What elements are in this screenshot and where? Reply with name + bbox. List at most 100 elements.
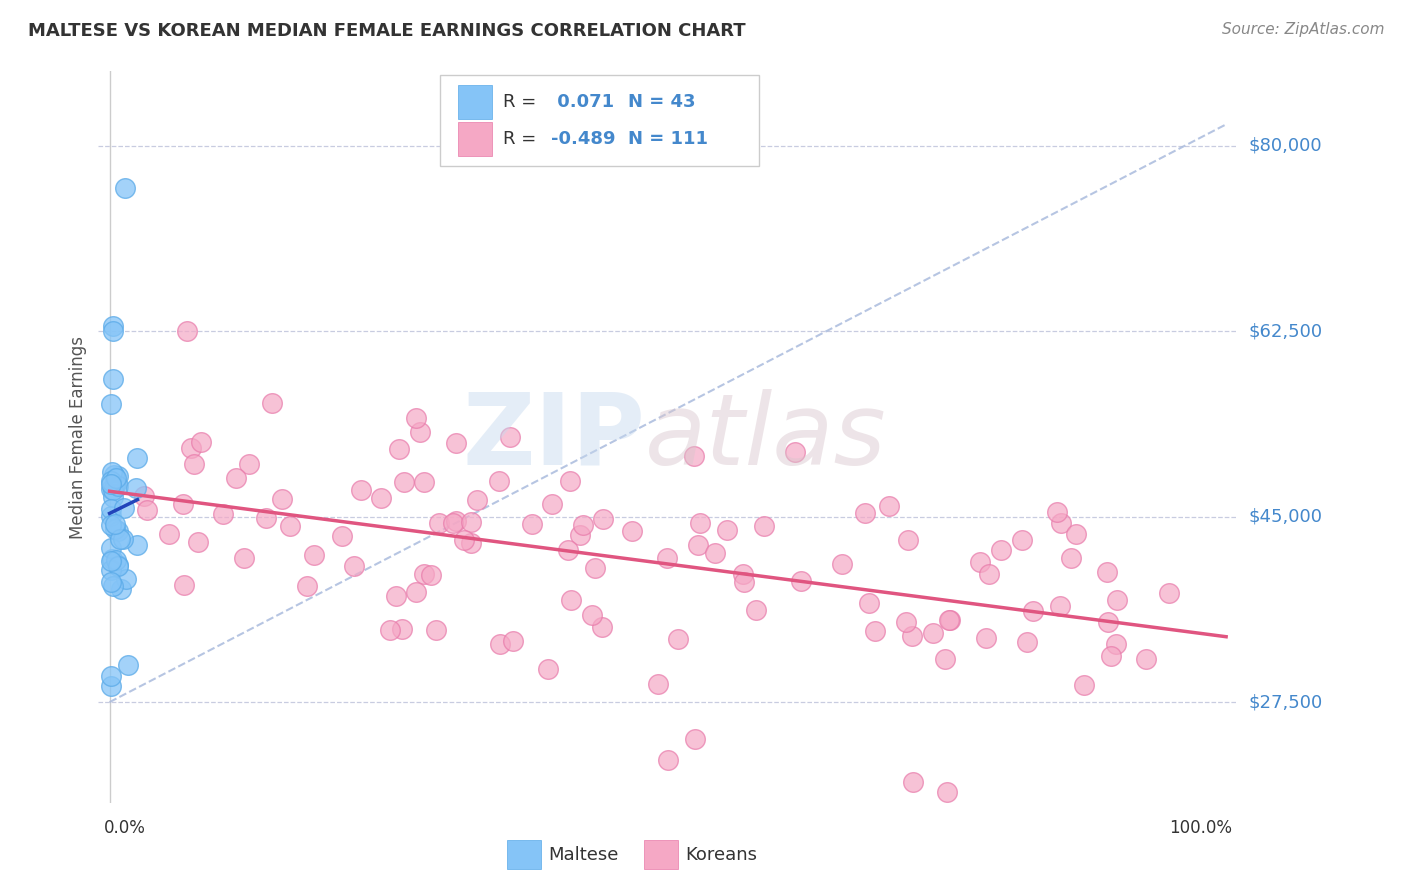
Point <box>107 558 129 572</box>
Point <box>453 533 475 548</box>
Point <box>405 585 427 599</box>
Text: $80,000: $80,000 <box>1249 136 1322 154</box>
Point <box>260 395 283 409</box>
Text: 100.0%: 100.0% <box>1168 819 1232 837</box>
Point <box>104 523 127 537</box>
Text: Maltese: Maltese <box>548 846 619 863</box>
Point <box>683 732 706 747</box>
Point <box>921 626 943 640</box>
FancyBboxPatch shape <box>508 840 541 870</box>
Point <box>378 623 401 637</box>
Point <box>831 557 853 571</box>
Point <box>101 490 124 504</box>
Point <box>343 558 366 573</box>
Point <box>460 515 482 529</box>
Text: 0.0%: 0.0% <box>104 819 146 837</box>
Point <box>572 517 595 532</box>
Point <box>190 434 212 449</box>
Point <box>441 516 464 530</box>
Point <box>745 603 768 617</box>
Point <box>863 624 886 639</box>
Text: 0.071: 0.071 <box>551 94 613 112</box>
Text: $45,000: $45,000 <box>1249 508 1323 525</box>
Point <box>254 511 277 525</box>
Point <box>100 679 122 693</box>
Text: ZIP: ZIP <box>463 389 645 485</box>
Text: $27,500: $27,500 <box>1249 693 1323 711</box>
Point <box>901 629 924 643</box>
Point <box>425 623 447 637</box>
Point <box>420 568 443 582</box>
FancyBboxPatch shape <box>458 122 492 156</box>
Point <box>853 507 876 521</box>
Point <box>1107 592 1129 607</box>
Point <box>897 533 920 547</box>
Point <box>100 518 122 533</box>
Point <box>412 475 434 489</box>
Point <box>110 582 132 596</box>
Point <box>934 652 956 666</box>
Point <box>1022 604 1045 618</box>
Point <box>522 517 544 532</box>
Point <box>100 541 122 556</box>
Point <box>557 543 579 558</box>
Point <box>211 507 233 521</box>
Point <box>1011 533 1033 547</box>
Point <box>136 503 159 517</box>
Point <box>108 532 131 546</box>
Point <box>979 566 1001 581</box>
Point <box>939 614 962 628</box>
Point <box>391 622 413 636</box>
Point <box>583 561 606 575</box>
Point <box>976 631 998 645</box>
Point <box>104 477 127 491</box>
Point <box>101 318 124 333</box>
Point <box>180 441 202 455</box>
Point <box>127 451 149 466</box>
Point <box>682 449 704 463</box>
Point <box>657 753 679 767</box>
Point <box>127 538 149 552</box>
Point <box>938 613 960 627</box>
Point <box>101 324 124 338</box>
Point <box>537 663 560 677</box>
Point <box>460 536 482 550</box>
Point <box>107 479 129 493</box>
Point <box>107 524 129 538</box>
Point <box>114 181 136 195</box>
Point <box>107 558 129 573</box>
Point <box>100 476 122 491</box>
Point <box>499 429 522 443</box>
Point <box>569 528 592 542</box>
Point <box>541 497 564 511</box>
Point <box>278 519 301 533</box>
Text: N = 111: N = 111 <box>628 130 709 148</box>
Point <box>100 563 122 577</box>
Point <box>370 491 392 505</box>
Text: Source: ZipAtlas.com: Source: ZipAtlas.com <box>1222 22 1385 37</box>
Point <box>655 550 678 565</box>
Point <box>1097 615 1119 630</box>
Point <box>100 502 122 516</box>
Point <box>405 411 427 425</box>
Point <box>581 607 603 622</box>
Point <box>104 517 127 532</box>
Point <box>112 500 135 515</box>
Point <box>1073 678 1095 692</box>
Point <box>1015 635 1038 649</box>
Point <box>1095 565 1118 579</box>
Point <box>969 555 991 569</box>
Point <box>936 785 959 799</box>
Text: R =: R = <box>503 94 541 112</box>
Point <box>1049 599 1071 613</box>
Point <box>134 489 156 503</box>
Point <box>465 492 488 507</box>
Point <box>100 474 122 488</box>
Point <box>704 546 727 560</box>
Point <box>560 475 582 489</box>
Point <box>790 574 813 588</box>
Point <box>117 658 139 673</box>
Text: N = 43: N = 43 <box>628 94 696 112</box>
FancyBboxPatch shape <box>440 75 759 167</box>
Point <box>429 516 451 530</box>
